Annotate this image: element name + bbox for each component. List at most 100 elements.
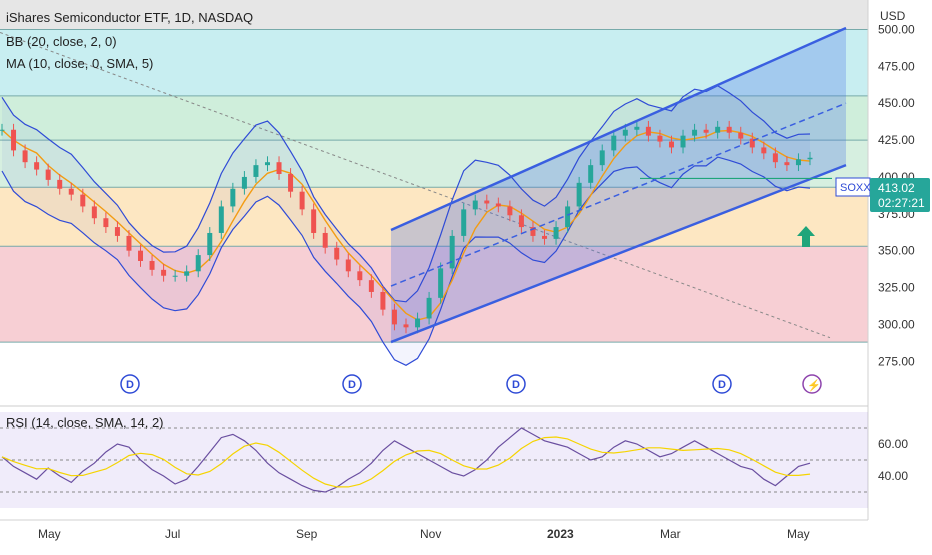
candle-body: [34, 162, 40, 170]
candle-body: [138, 250, 144, 261]
symbol-badge-text: SOXX: [840, 182, 871, 194]
candle-body: [518, 215, 524, 228]
candle-body: [218, 206, 224, 233]
candle-body: [622, 129, 628, 136]
candle-body: [241, 176, 247, 189]
dividend-marker-label: D: [348, 379, 356, 391]
bollinger-upper: [1, 85, 811, 303]
candle-body: [80, 194, 86, 207]
candle-body: [645, 126, 651, 136]
price-axis-tick: 475.00: [878, 59, 915, 73]
candle-body: [207, 232, 213, 256]
candle-body: [772, 153, 778, 163]
price-axis-tick: 500.00: [878, 22, 915, 36]
last-price-text: 413.02: [878, 181, 915, 195]
candle-body: [322, 232, 328, 248]
candle-body: [195, 255, 201, 272]
dividend-marker[interactable]: [342, 374, 362, 394]
chart-title: iShares Semiconductor ETF, 1D, NASDAQ: [6, 10, 254, 25]
candle-body: [611, 135, 617, 151]
candle-body: [657, 135, 663, 142]
rsi-legend[interactable]: RSI (14, close, SMA, 14, 2): [6, 415, 164, 430]
time-axis-label: Jul: [165, 527, 180, 541]
upper-background: [0, 0, 868, 30]
candle-body: [161, 269, 167, 276]
lightning-icon: ⚡: [807, 379, 821, 392]
candle-body: [449, 235, 455, 269]
moving-average-legend[interactable]: MA (10, close, 0, SMA, 5): [6, 56, 154, 71]
candle-body: [530, 227, 536, 236]
candle-body: [668, 141, 674, 148]
price-axis-currency: USD: [880, 9, 906, 23]
candle-body: [715, 126, 721, 133]
earnings-marker[interactable]: [802, 374, 822, 394]
candle-body: [415, 318, 421, 328]
candle-body: [553, 227, 559, 239]
candle-body: [726, 126, 732, 133]
price-axis-tick: 450.00: [878, 96, 915, 110]
time-axis-label: Mar: [660, 527, 681, 541]
candle-body: [299, 191, 305, 210]
candle-body: [276, 162, 282, 174]
moving-average-line: [1, 129, 811, 321]
fib-zone: [0, 95, 868, 141]
price-axis-tick: 350.00: [878, 244, 915, 258]
candle-body: [103, 218, 109, 228]
candle-body: [565, 206, 571, 228]
dividend-marker-label: D: [126, 379, 134, 391]
candle-body: [149, 260, 155, 270]
countdown-text: 02:27:21: [878, 196, 925, 210]
last-price-badge[interactable]: [870, 178, 930, 212]
fib-zone: [0, 29, 868, 96]
channel-mid-line[interactable]: [390, 102, 847, 287]
dividend-marker[interactable]: [712, 374, 732, 394]
fib-zone: [0, 187, 868, 247]
candle-body: [784, 162, 790, 166]
channel-lower-line[interactable]: [390, 163, 847, 344]
candle-body: [391, 309, 397, 325]
candle-body: [68, 188, 74, 195]
candle-body: [461, 209, 467, 236]
bollinger-fill: [2, 85, 810, 366]
candle-body: [368, 280, 374, 292]
candle-body: [749, 138, 755, 148]
price-axis-tick: 325.00: [878, 281, 915, 295]
dividend-marker[interactable]: [120, 374, 140, 394]
time-axis-label: May: [38, 527, 61, 541]
candle-body: [588, 165, 594, 183]
channel-upper-line[interactable]: [390, 26, 847, 232]
candle-body: [634, 126, 640, 130]
candle-body: [692, 129, 698, 136]
candle-body: [599, 150, 605, 166]
bollinger-legend[interactable]: BB (20, close, 2, 0): [6, 34, 117, 49]
rsi-axis-tick: 40.00: [878, 469, 908, 483]
candle-body: [703, 129, 709, 133]
candle-body: [357, 271, 363, 281]
time-axis-label: Nov: [420, 527, 441, 541]
candle-body: [438, 268, 444, 298]
candle-body: [0, 129, 5, 131]
candle-body: [472, 200, 478, 210]
candle-body: [230, 188, 236, 207]
candle-body: [576, 182, 582, 207]
time-axis-label: Sep: [296, 527, 318, 541]
candle-body: [807, 157, 813, 160]
price-axis-tick: 425.00: [878, 133, 915, 147]
candle-body: [738, 132, 744, 139]
candle-body: [507, 206, 513, 216]
candle-body: [288, 173, 294, 192]
rsi-axis-tick: 60.00: [878, 437, 908, 451]
candle-body: [172, 275, 178, 277]
up-arrow-icon: [797, 226, 815, 247]
candle-body: [184, 271, 190, 276]
time-axis-label: 2023: [547, 527, 574, 541]
dividend-marker-label: D: [512, 379, 520, 391]
dividend-marker[interactable]: [506, 374, 526, 394]
candle-body: [495, 203, 501, 207]
bollinger-lower: [1, 156, 811, 366]
candle-body: [345, 259, 351, 272]
candle-body: [484, 200, 490, 204]
candle-body: [334, 247, 340, 260]
